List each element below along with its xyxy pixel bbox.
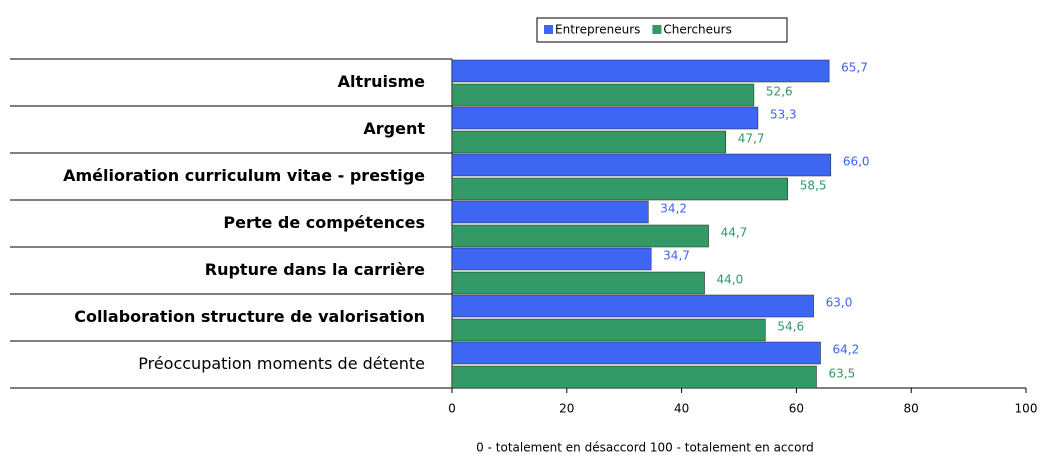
bar: [451, 318, 766, 342]
value-label: 44,7: [721, 226, 748, 240]
value-label: 53,3: [770, 108, 797, 122]
bar: [451, 294, 814, 318]
bar: [451, 200, 649, 224]
legend-label: Entrepreneurs: [555, 23, 640, 37]
bar: [451, 177, 789, 201]
category-label: Collaboration structure de valorisation: [74, 307, 425, 326]
bar: [451, 130, 727, 154]
value-label: 34,7: [663, 249, 690, 263]
value-label: 65,7: [841, 61, 868, 75]
value-label: 64,2: [833, 343, 860, 357]
bar: [451, 106, 759, 130]
category-label: Rupture dans la carrière: [205, 260, 425, 279]
bar: [451, 365, 817, 389]
category-label: Préoccupation moments de détente: [138, 354, 425, 373]
x-tick-label: 20: [559, 402, 574, 416]
value-label: 63,0: [826, 296, 853, 310]
bar: [451, 271, 705, 295]
bar: [451, 59, 830, 83]
value-label: 52,6: [766, 85, 793, 99]
value-label: 47,7: [738, 132, 765, 146]
category-label: Perte de compétences: [223, 213, 425, 232]
legend-label: Chercheurs: [663, 23, 731, 37]
category-label: Amélioration curriculum vitae - prestige: [63, 166, 425, 185]
category-label: Argent: [363, 119, 425, 138]
category-label: Altruisme: [338, 72, 425, 91]
bar: [451, 83, 755, 107]
bar: [451, 224, 709, 248]
x-tick-label: 100: [1015, 402, 1038, 416]
value-label: 63,5: [828, 367, 855, 381]
x-tick-label: 0: [448, 402, 456, 416]
legend-swatch: [652, 25, 662, 34]
bar: [451, 341, 821, 365]
x-tick-label: 40: [674, 402, 689, 416]
value-label: 66,0: [843, 155, 870, 169]
x-axis-label: 0 - totalement en désaccord 100 - totale…: [476, 441, 814, 455]
value-label: 58,5: [800, 179, 827, 193]
legend: Entrepreneurs Chercheurs: [536, 17, 788, 43]
legend-box: [536, 17, 788, 43]
x-tick-label: 80: [904, 402, 919, 416]
bar: [451, 247, 652, 271]
value-label: 54,6: [777, 320, 804, 334]
value-label: 34,2: [660, 202, 687, 216]
value-label: 44,0: [717, 273, 744, 287]
bar: [451, 153, 832, 177]
x-tick-label: 60: [789, 402, 804, 416]
legend-swatch: [544, 25, 553, 34]
